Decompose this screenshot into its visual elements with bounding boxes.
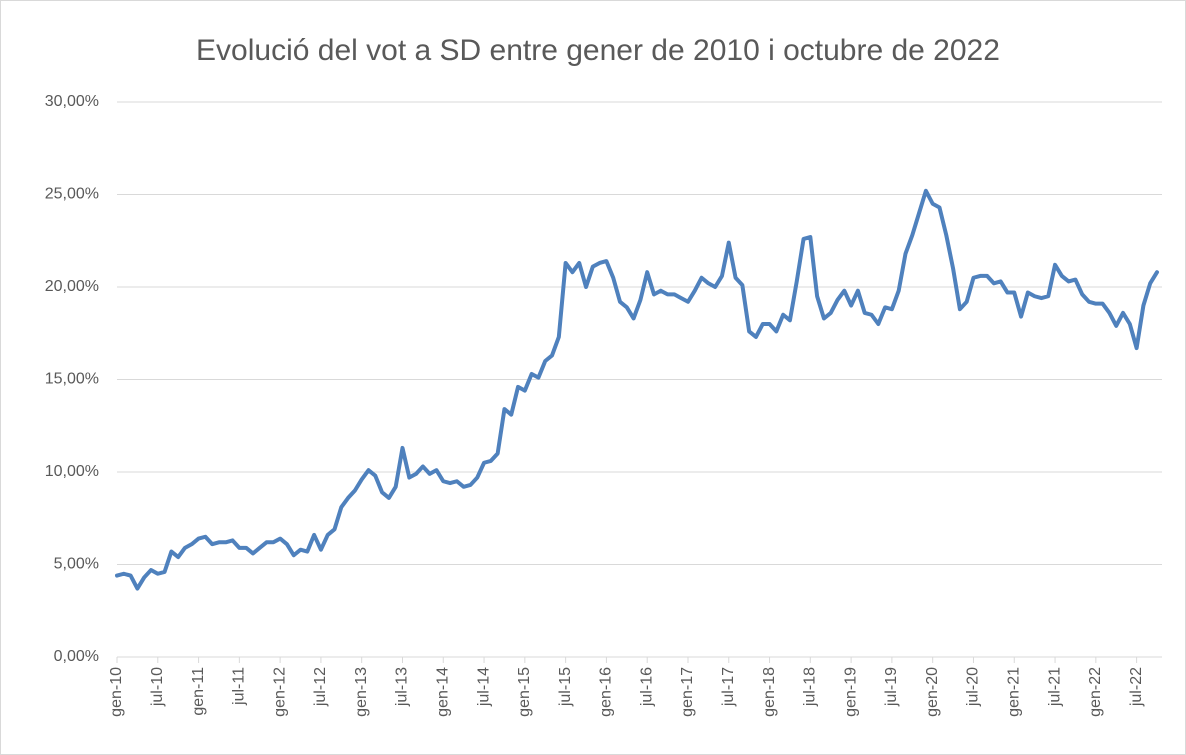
x-tick-label: jul-20 bbox=[965, 667, 982, 707]
y-tick-label: 25,00% bbox=[45, 186, 99, 203]
x-tick-label: jul-11 bbox=[231, 667, 248, 706]
x-tick-label: jul-13 bbox=[394, 667, 411, 707]
x-tick-label: gen-16 bbox=[598, 667, 615, 717]
x-tick-label: gen-13 bbox=[353, 667, 370, 717]
y-tick-label: 0,00% bbox=[54, 648, 99, 665]
x-tick-label: jul-22 bbox=[1128, 667, 1145, 707]
x-tick-label: gen-18 bbox=[761, 667, 778, 717]
y-tick-label: 20,00% bbox=[45, 278, 99, 295]
x-tick-label: gen-10 bbox=[108, 667, 125, 717]
x-tick-label: gen-19 bbox=[842, 667, 859, 717]
data-line bbox=[115, 188, 1159, 591]
x-tick-label: gen-21 bbox=[1005, 667, 1022, 717]
x-tick-label: jul-15 bbox=[557, 667, 574, 707]
x-tick-label: jul-21 bbox=[1046, 667, 1063, 707]
x-tick-label: jul-14 bbox=[475, 667, 492, 707]
x-tick-label: gen-15 bbox=[516, 667, 533, 717]
x-tick-label: jul-10 bbox=[149, 667, 166, 707]
chart-title: Evolució del vot a SD entre gener de 201… bbox=[196, 34, 1000, 67]
x-tick-label: jul-19 bbox=[883, 667, 900, 707]
x-tick-label: gen-14 bbox=[434, 667, 451, 717]
x-tick-label: jul-18 bbox=[802, 667, 819, 707]
x-tick-label: gen-12 bbox=[271, 667, 288, 717]
x-tick-label: gen-17 bbox=[679, 667, 696, 717]
x-tick-label: gen-11 bbox=[190, 667, 207, 716]
y-tick-label: 10,00% bbox=[45, 463, 99, 480]
x-tick-label: gen-22 bbox=[1087, 667, 1104, 717]
y-tick-label: 15,00% bbox=[45, 371, 99, 388]
y-tick-label: 30,00% bbox=[45, 93, 99, 110]
y-tick-label: 5,00% bbox=[54, 556, 99, 573]
x-tick-label: gen-20 bbox=[924, 667, 941, 717]
x-tick-label: jul-12 bbox=[312, 667, 329, 707]
x-tick-label: jul-16 bbox=[638, 667, 655, 707]
x-tick-label: jul-17 bbox=[720, 667, 737, 707]
